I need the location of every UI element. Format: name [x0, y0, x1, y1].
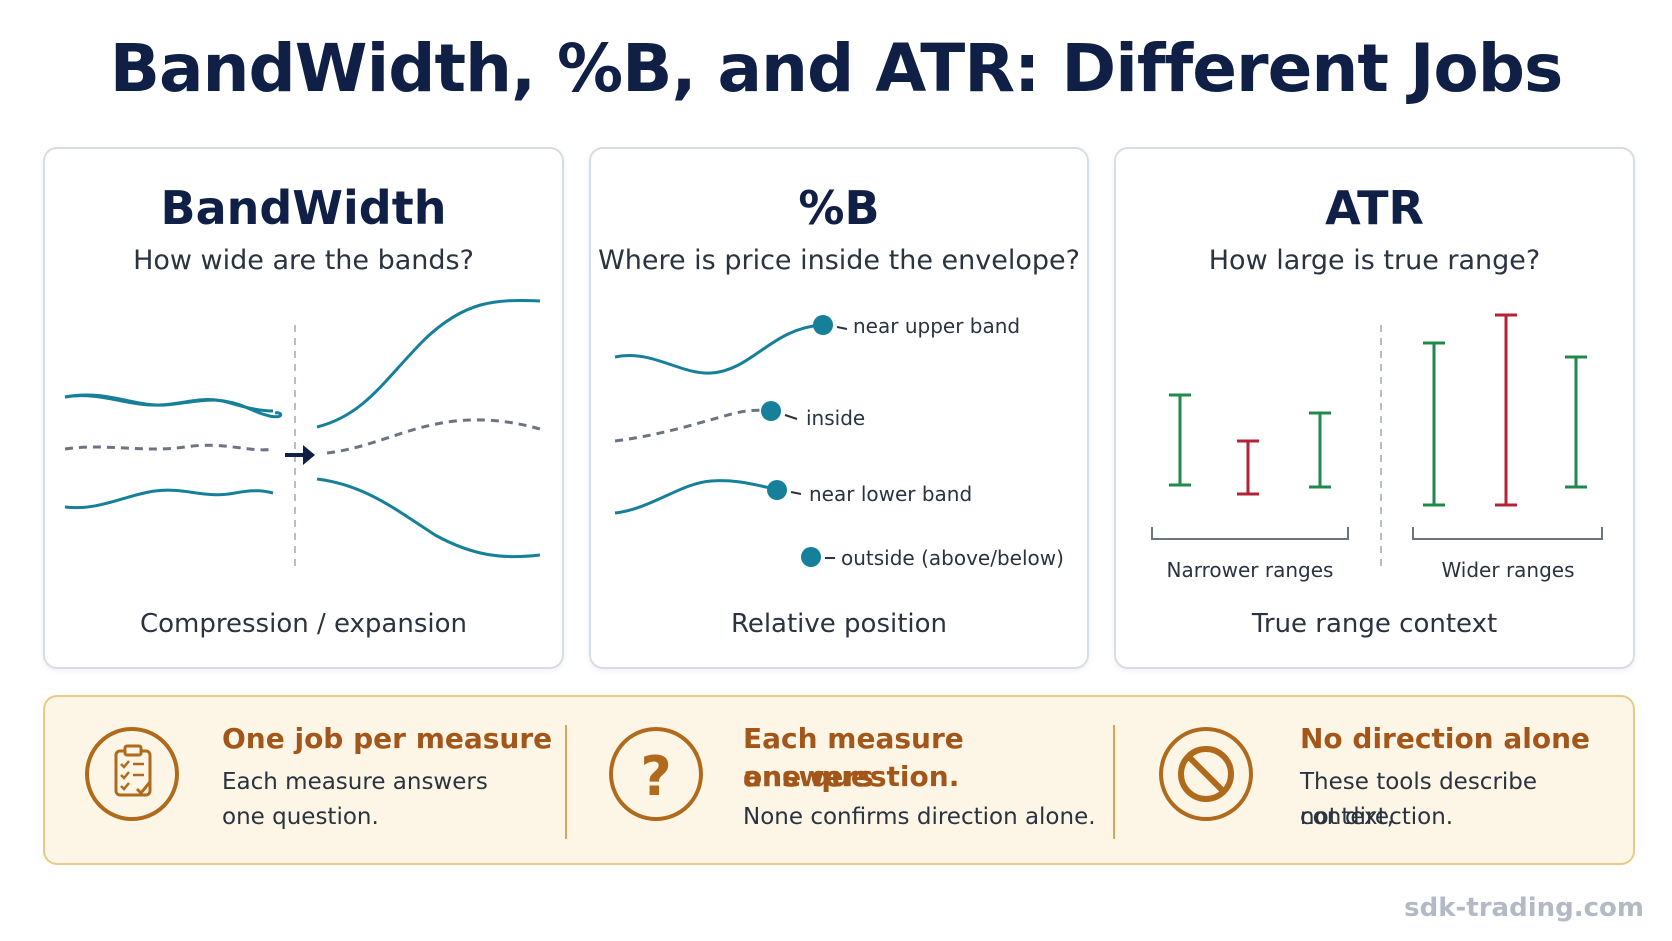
- bandwidth-panel: BandWidth How wide are the bands? Compre…: [43, 147, 564, 669]
- atr-diagram: Narrower ranges Wider ranges: [1151, 313, 1603, 582]
- summary-text-one-job-line-1: Each measure answers: [222, 769, 488, 795]
- percent-b-label-outside: outside (above/below): [841, 546, 1064, 570]
- question-mark-icon: ?: [609, 727, 703, 821]
- bandwidth-diagram: [64, 298, 541, 569]
- summary-text-one-question: None confirms direction alone.: [743, 804, 1096, 830]
- percent-b-label-upper: near upper band: [853, 314, 1020, 338]
- percent-b-middle-line: [614, 408, 772, 443]
- summary-text-one-job-line-2: one question.: [222, 804, 379, 830]
- percent-b-label-inside: inside: [806, 406, 865, 430]
- percent-b-diagram: near upper band inside near lower band o…: [614, 314, 1064, 570]
- summary-section-one-question: ? Each measure answers one question. Non…: [567, 697, 1097, 867]
- percent-b-footer: Relative position: [730, 609, 948, 639]
- bandwidth-upper-band-wide: [316, 298, 541, 429]
- percent-b-leader-inside: [784, 414, 798, 420]
- atr-range-bar-4: [1423, 341, 1445, 507]
- percent-b-marker-lower: [767, 480, 787, 500]
- percent-b-marker-upper: [813, 315, 833, 335]
- percent-b-leader-lower: [790, 491, 802, 495]
- summary-divider-2: [1113, 725, 1115, 839]
- bandwidth-lower-band-narrow: [64, 488, 274, 510]
- atr-range-bar-6: [1565, 355, 1587, 489]
- atr-range-bar-1: [1169, 393, 1191, 487]
- bandwidth-footer: Compression / expansion: [140, 609, 467, 639]
- summary-divider-1: [565, 725, 567, 839]
- page-title: BandWidth, %B, and ATR: Different Jobs: [109, 30, 1564, 107]
- clipboard-checklist-icon: [85, 727, 179, 821]
- bandwidth-upper-band-narrow-fix: [64, 394, 274, 413]
- bandwidth-middle-line-wide: [326, 418, 541, 455]
- percent-b-lower-line: [614, 479, 778, 515]
- percent-b-title: %B: [798, 181, 880, 235]
- atr-bracket-wide: [1412, 527, 1603, 540]
- atr-title: ATR: [1325, 181, 1424, 235]
- atr-bracket-narrow: [1151, 527, 1349, 540]
- summary-heading-one-question-line-2: one question.: [743, 760, 960, 793]
- atr-range-bar-5: [1495, 313, 1517, 507]
- summary-text-no-direction-line-2: not direction.: [1300, 804, 1454, 830]
- summary-heading-one-job: One job per measure: [222, 722, 553, 755]
- bandwidth-lower-band-wide: [316, 477, 541, 559]
- no-entry-icon: [1159, 727, 1253, 821]
- atr-label-wide: Wider ranges: [1441, 558, 1574, 582]
- svg-text:?: ?: [640, 745, 671, 808]
- atr-range-bar-3: [1309, 411, 1331, 489]
- percent-b-upper-line: [614, 323, 822, 375]
- percent-b-marker-outside: [801, 547, 821, 567]
- summary-heading-one-question-line-1: Each measure answers: [743, 722, 964, 793]
- summary-text-no-direction-line-1: These tools describe context,: [1300, 769, 1538, 830]
- bandwidth-subtitle: How wide are the bands?: [133, 245, 474, 276]
- bandwidth-middle-line-narrow: [64, 443, 274, 452]
- bandwidth-arrow-head: [303, 445, 315, 465]
- atr-label-narrow: Narrower ranges: [1167, 558, 1334, 582]
- bandwidth-title: BandWidth: [160, 181, 447, 235]
- atr-subtitle: How large is true range?: [1208, 245, 1541, 276]
- percent-b-label-lower: near lower band: [809, 482, 972, 506]
- atr-range-bar-2: [1237, 439, 1259, 496]
- watermark: sdk-trading.com: [1404, 893, 1644, 923]
- atr-panel: ATR How large is true range? Narrower ra…: [1114, 147, 1635, 669]
- percent-b-subtitle: Where is price inside the envelope?: [598, 245, 1080, 276]
- summary-section-no-direction: No direction alone These tools describe …: [1115, 697, 1635, 867]
- percent-b-leader-upper: [836, 326, 848, 330]
- summary-section-one-job: One job per measure Each measure answers…: [45, 697, 565, 867]
- percent-b-marker-inside: [761, 401, 781, 421]
- atr-footer: True range context: [1251, 609, 1498, 639]
- percent-b-panel: %B Where is price inside the envelope? n…: [589, 147, 1089, 669]
- summary-heading-no-direction: No direction alone: [1300, 722, 1591, 755]
- summary-strip: One job per measure Each measure answers…: [43, 695, 1635, 865]
